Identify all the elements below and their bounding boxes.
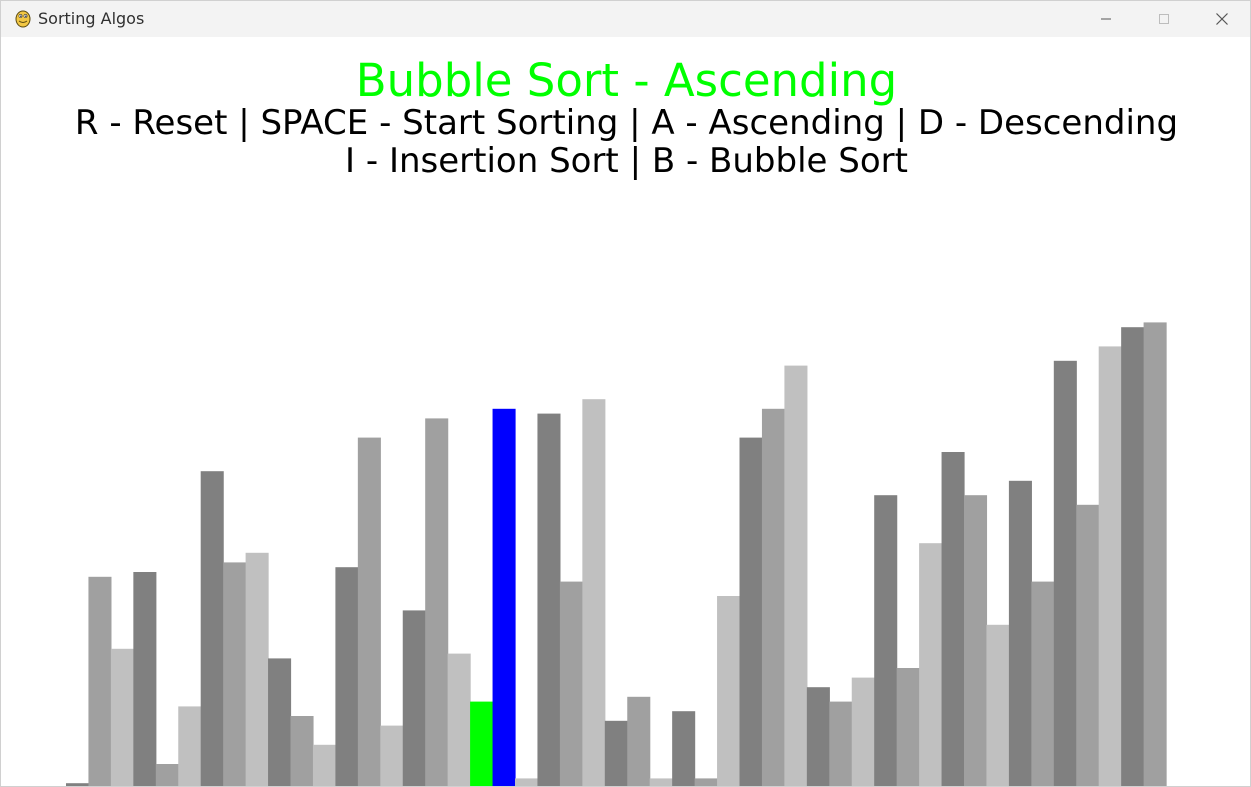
bar-31: [761, 408, 785, 786]
bar-35: [851, 677, 875, 786]
bar-43: [1031, 581, 1055, 786]
bar-11: [312, 744, 336, 786]
bar-23: [582, 399, 606, 786]
bar-26: [649, 778, 673, 786]
bar-10: [290, 716, 314, 786]
bar-19: [492, 408, 516, 786]
bar-16: [425, 418, 449, 786]
bar-3: [133, 572, 157, 786]
bar-48: [1143, 322, 1167, 786]
bar-1: [88, 576, 112, 786]
maximize-button[interactable]: [1135, 1, 1193, 37]
algorithm-heading: Bubble Sort - Ascending: [355, 54, 898, 107]
maximize-icon: [1159, 14, 1169, 24]
bar-44: [1053, 360, 1077, 786]
controls-line-1: R - Reset | SPACE - Start Sorting | A - …: [74, 103, 1179, 143]
bar-32: [784, 365, 808, 786]
bar-4: [155, 764, 179, 786]
bar-5: [178, 706, 202, 786]
bar-25: [627, 696, 651, 786]
bar-28: [694, 778, 718, 786]
bar-33: [806, 687, 830, 786]
bar-14: [380, 725, 404, 786]
title-bar[interactable]: Sorting Algos: [1, 1, 1250, 37]
bar-39: [941, 452, 965, 786]
bar-6: [200, 471, 224, 786]
bar-0: [66, 783, 90, 786]
bar-7: [223, 562, 247, 786]
bar-20: [515, 778, 539, 786]
bar-8: [245, 552, 269, 786]
python-snake-icon: [15, 10, 31, 28]
bar-46: [1098, 346, 1122, 786]
bar-17: [447, 653, 471, 786]
bar-45: [1076, 504, 1100, 786]
minimize-button[interactable]: [1077, 1, 1135, 37]
minimize-icon: [1101, 18, 1111, 20]
bar-47: [1121, 327, 1145, 786]
controls-line-2: I - Insertion Sort | B - Bubble Sort: [345, 141, 908, 181]
bar-13: [357, 437, 381, 786]
bar-41: [986, 624, 1010, 786]
bar-42: [1008, 480, 1032, 786]
bar-38: [919, 543, 943, 786]
bar-18: [470, 701, 494, 786]
bar-40: [964, 495, 988, 786]
bar-chart: [66, 322, 1167, 786]
window-title: Sorting Algos: [38, 9, 145, 28]
bar-37: [896, 668, 920, 786]
close-icon: [1216, 13, 1228, 25]
bar-2: [110, 648, 134, 786]
close-button[interactable]: [1193, 1, 1250, 37]
bar-34: [829, 701, 853, 786]
bar-36: [874, 495, 898, 786]
bar-27: [672, 711, 696, 786]
bar-22: [559, 581, 583, 786]
bar-15: [402, 610, 426, 786]
bar-21: [537, 413, 561, 786]
bar-29: [717, 596, 741, 786]
bar-24: [604, 720, 628, 786]
bar-12: [335, 567, 359, 786]
bar-30: [739, 437, 763, 786]
bar-9: [268, 658, 292, 786]
